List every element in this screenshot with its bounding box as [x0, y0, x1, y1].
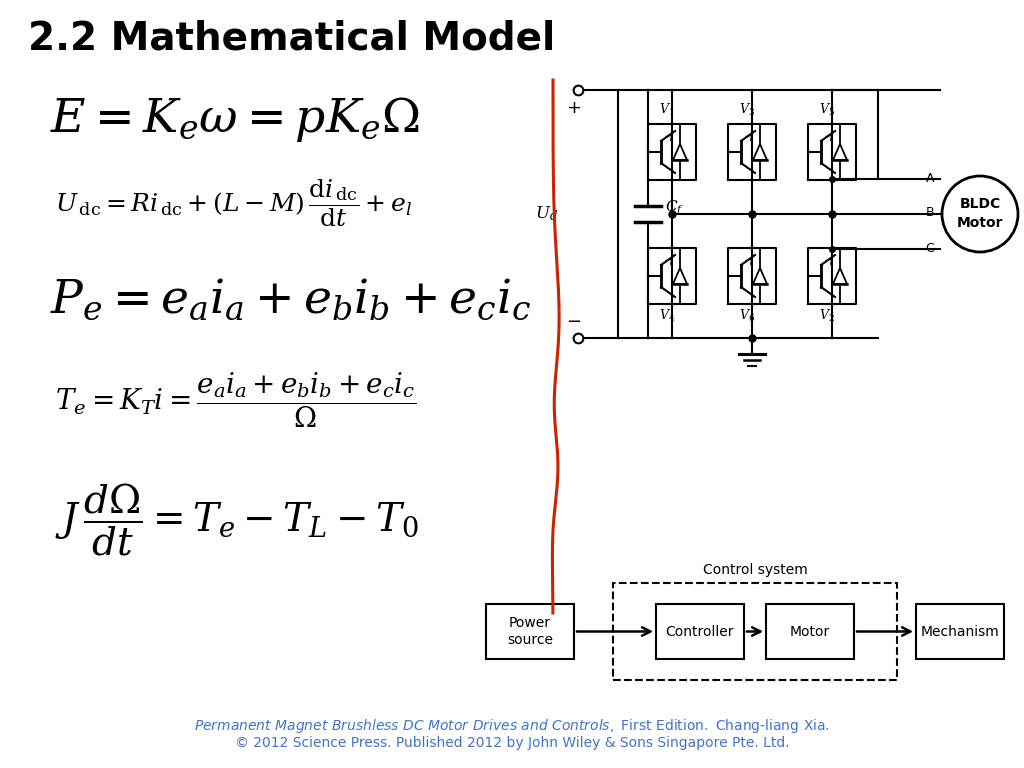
Bar: [916, 604, 1004, 659]
Text: Motor: Motor: [790, 624, 830, 638]
Text: Power
source: Power source: [507, 617, 553, 647]
Text: $V_1$: $V_1$: [659, 102, 675, 118]
Text: $-$: $-$: [566, 311, 582, 329]
Text: B: B: [926, 207, 934, 220]
Text: Control system: Control system: [702, 563, 807, 577]
Text: $U_d$: $U_d$: [535, 204, 558, 223]
Text: $+$: $+$: [566, 99, 582, 117]
Text: BLDC: BLDC: [959, 197, 1000, 211]
Text: $V_6$: $V_6$: [739, 308, 755, 324]
Text: 2.2 Mathematical Model: 2.2 Mathematical Model: [28, 20, 555, 58]
Text: Motor: Motor: [956, 216, 1004, 230]
Bar: [656, 604, 744, 659]
Text: Mechanism: Mechanism: [921, 624, 999, 638]
Text: A: A: [926, 171, 934, 184]
Text: $\mathit{Permanent\ Magnet\ Brushless\ DC\ Motor\ Drives\ and\ Controls}$$\mathr: $\mathit{Permanent\ Magnet\ Brushless\ D…: [195, 717, 829, 735]
Bar: [486, 604, 574, 659]
Text: $J\,\dfrac{d\Omega}{dt} = T_e - T_L - T_0$: $J\,\dfrac{d\Omega}{dt} = T_e - T_L - T_…: [55, 482, 419, 558]
Bar: [766, 604, 854, 659]
Text: $P_e = e_a i_a + e_b i_b + e_c i_c$: $P_e = e_a i_a + e_b i_b + e_c i_c$: [50, 277, 531, 323]
Text: Controller: Controller: [666, 624, 734, 638]
Text: $V_4$: $V_4$: [658, 308, 675, 324]
Text: $T_e = K_T i = \dfrac{e_a i_a + e_b i_b + e_c i_c}{\Omega}$: $T_e = K_T i = \dfrac{e_a i_a + e_b i_b …: [55, 370, 417, 429]
Text: © 2012 Science Press. Published 2012 by John Wiley & Sons Singapore Pte. Ltd.: © 2012 Science Press. Published 2012 by …: [234, 736, 790, 750]
Text: C: C: [926, 241, 934, 254]
Text: $U_{\,\mathrm{dc}} = Ri_{\,\mathrm{dc}} + (L - M)\,\dfrac{\mathrm{d}i_{\,\mathrm: $U_{\,\mathrm{dc}} = Ri_{\,\mathrm{dc}} …: [55, 177, 413, 229]
Text: $E = K_e\omega = pK_e\Omega$: $E = K_e\omega = pK_e\Omega$: [50, 95, 420, 144]
Text: $V_5$: $V_5$: [819, 102, 835, 118]
Text: $C_f$: $C_f$: [665, 198, 684, 217]
Text: $V_3$: $V_3$: [739, 102, 755, 118]
Text: $V_2$: $V_2$: [819, 308, 835, 324]
